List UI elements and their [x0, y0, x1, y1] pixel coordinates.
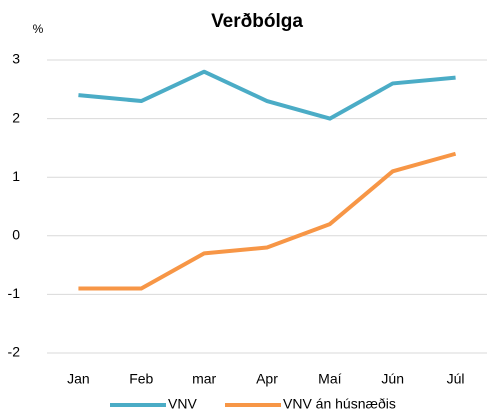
x-tick-label: Júl — [447, 371, 465, 387]
y-tick-label: 1 — [12, 168, 20, 184]
series-line — [78, 69, 456, 121]
y-tick-label: 0 — [12, 227, 20, 243]
y-tick-label: 3 — [12, 51, 20, 67]
y-tick-label: 2 — [12, 109, 20, 125]
y-axis-label: % — [33, 22, 44, 36]
y-tick-label: -2 — [8, 344, 21, 360]
y-tick-label: -1 — [8, 285, 21, 301]
x-tick-label: Apr — [256, 371, 278, 387]
chart-title: Verðbólga — [211, 11, 303, 32]
x-tick-label: mar — [192, 371, 216, 387]
x-tick-label: Jún — [381, 371, 404, 387]
series-line — [78, 151, 457, 291]
x-tick-label: Feb — [129, 371, 153, 387]
x-tick-label: Jan — [67, 371, 90, 387]
legend-label: VNV — [168, 396, 197, 412]
legend-label: VNV án húsnæðis — [283, 396, 396, 412]
x-tick-label: Maí — [318, 371, 341, 387]
